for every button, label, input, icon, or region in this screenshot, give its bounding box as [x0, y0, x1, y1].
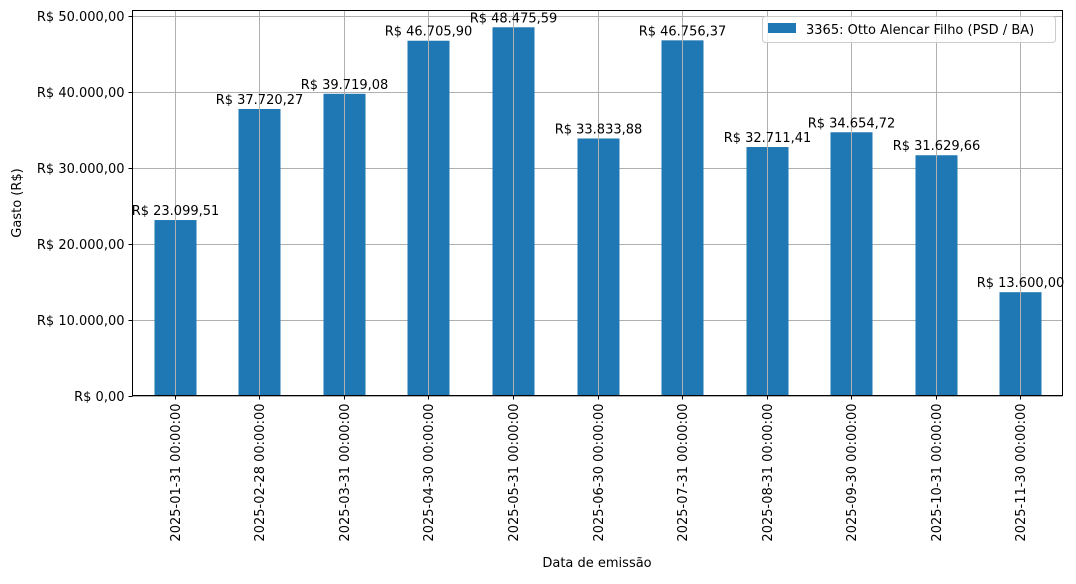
x-tick-label: 2025-09-30 00:00:00 — [845, 404, 860, 542]
data-label: R$ 23.099,51 — [132, 204, 220, 219]
x-tick-label: 2025-05-31 00:00:00 — [507, 404, 522, 542]
data-label: R$ 31.629,66 — [893, 139, 981, 154]
x-tick-label: 2025-07-31 00:00:00 — [676, 404, 691, 542]
x-tick-label: 2025-08-31 00:00:00 — [761, 404, 776, 542]
x-tick-label: 2025-04-30 00:00:00 — [422, 404, 437, 542]
y-tick-label: R$ 20.000,00 — [37, 238, 125, 253]
data-labels: R$ 23.099,51 R$ 37.720,27R$ 39.719,08 R$ 4… — [132, 11, 1065, 291]
x-axis-label: Data de emissão — [542, 556, 651, 571]
data-label: R$ 33.833,88 — [555, 122, 643, 137]
data-label: R$ 46.705,90 — [385, 25, 473, 40]
legend-label: 3365: Otto Alencar Filho (PSD / BA) — [806, 23, 1034, 38]
data-label: R$ 13.600,00 — [977, 276, 1065, 291]
y-axis-label: Gasto (R$) — [10, 168, 25, 237]
legend-swatch — [768, 23, 796, 33]
y-axis: R$ 0,00 R$ 10.000,00 R$ 20.000,00 R$ 30.000… — [37, 10, 133, 405]
x-axis: 2025-01-31 00:00:00 2025-02-28 00:00:00 20… — [169, 395, 1029, 542]
data-label: R$ 34.654,72 — [808, 116, 896, 131]
x-tick-label: 2025-03-31 00:00:00 — [338, 404, 353, 542]
y-tick-label: R$ 0,00 — [74, 390, 124, 405]
x-tick-label: 2025-02-28 00:00:00 — [253, 404, 268, 542]
legend: 3365: Otto Alencar Filho (PSD / BA) — [762, 16, 1056, 43]
y-tick-label: R$ 50.000,00 — [37, 10, 125, 25]
x-tick-label: 2025-01-31 00:00:00 — [169, 404, 184, 542]
data-label: R$ 46.756,37 — [639, 24, 727, 39]
x-tick-label: 2025-10-31 00:00:00 — [930, 404, 945, 542]
plot-frame — [132, 10, 1063, 396]
x-tick-label: 2025-11-30 00:00:00 — [1014, 404, 1029, 542]
y-tick-label: R$ 10.000,00 — [37, 314, 125, 329]
vertical-grid — [175, 10, 1021, 396]
data-label: R$ 39.719,08 — [301, 78, 389, 93]
y-tick-label: R$ 30.000,00 — [37, 162, 125, 177]
data-label: R$ 37.720,27 — [216, 93, 304, 108]
legend-box — [762, 16, 1056, 43]
x-tick-label: 2025-06-30 00:00:00 — [592, 404, 607, 542]
y-tick-label: R$ 40.000,00 — [37, 86, 125, 101]
data-label: R$ 48.475,59 — [470, 11, 558, 26]
data-label: R$ 32.711,41 — [724, 131, 812, 146]
